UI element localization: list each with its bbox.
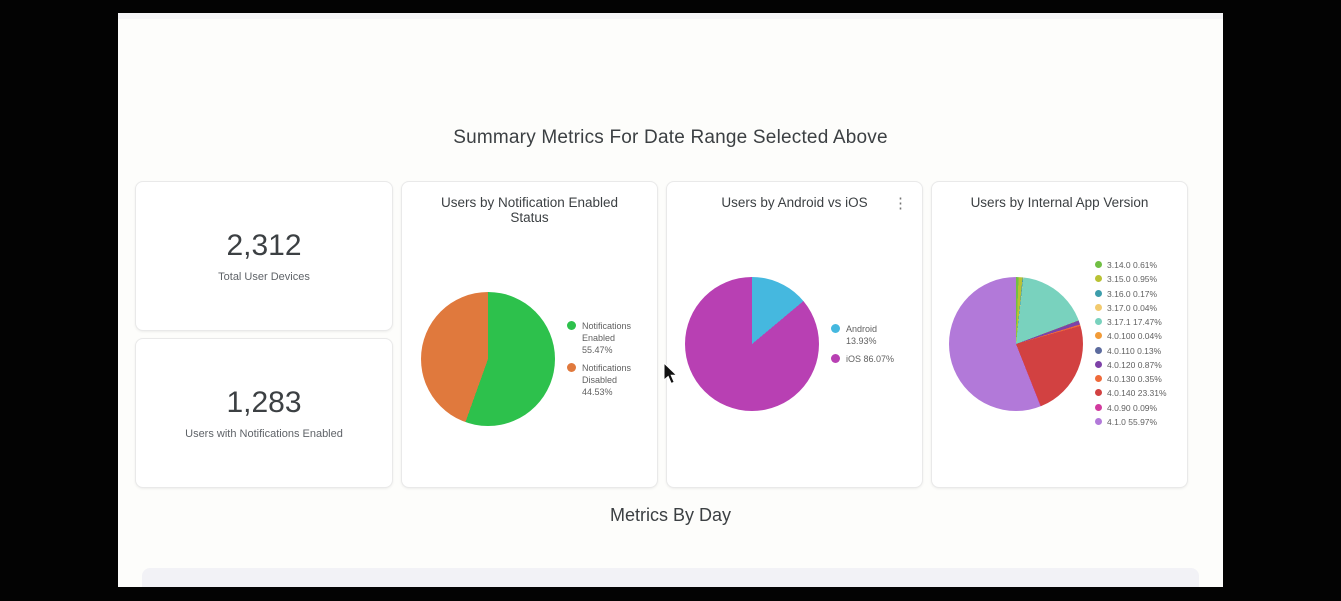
legend-color-dot xyxy=(831,354,840,364)
legend-color-dot xyxy=(1095,318,1102,326)
legend-color-dot xyxy=(1095,303,1102,311)
kpi-value: 1,283 xyxy=(226,386,302,419)
legend-color-dot xyxy=(1095,403,1102,411)
kpi-card-notifications-enabled: 1,283 Users with Notifications Enabled xyxy=(135,338,393,488)
legend-item: 3.16.0 0.17% xyxy=(1095,289,1170,300)
legend: Notifications Enabled 55.47% Notification… xyxy=(567,317,638,402)
legend-item: Notifications Disabled 44.53% xyxy=(567,362,638,398)
chart-card-android-vs-ios: Users by Android vs iOS ⋮ Android 13.93%… xyxy=(666,181,923,488)
legend-color-dot xyxy=(1095,346,1102,354)
chart-body: Android 13.93% iOS 86.07% xyxy=(667,210,922,478)
legend-color-dot xyxy=(1095,332,1102,340)
legend-color-dot xyxy=(567,363,576,372)
legend-color-dot xyxy=(1095,417,1102,425)
legend-label: 3.16.0 0.17% xyxy=(1107,288,1158,299)
legend-color-dot xyxy=(567,320,576,330)
page-title: Summary Metrics For Date Range Selected … xyxy=(453,127,888,148)
legend-label: 3.17.1 17.47% xyxy=(1107,317,1162,328)
pie-chart-notification-status[interactable] xyxy=(421,292,555,426)
kpi-label: Total User Devices xyxy=(218,271,310,283)
legend-color-dot xyxy=(1095,275,1102,283)
legend-item: 3.17.1 17.47% xyxy=(1095,317,1170,328)
chart-title: Users by Internal App Version xyxy=(970,195,1149,210)
kpi-value: 2,312 xyxy=(226,229,302,262)
legend-color-dot xyxy=(831,323,840,333)
dashboard-canvas: Summary Metrics For Date Range Selected … xyxy=(118,13,1223,587)
legend-label: 4.0.90 0.09% xyxy=(1107,402,1158,413)
legend-color-dot xyxy=(1095,375,1102,383)
pie-chart-android-vs-ios[interactable] xyxy=(685,277,819,411)
legend-color-dot xyxy=(1095,289,1102,297)
legend-color-dot xyxy=(1095,389,1102,397)
legend-item: 4.0.130 0.35% xyxy=(1095,374,1170,385)
kpi-card-total-user-devices: 2,312 Total User Devices xyxy=(135,181,393,331)
legend-item: iOS 86.07% xyxy=(831,353,904,365)
top-strip xyxy=(118,13,1223,19)
kpi-column: 2,312 Total User Devices 1,283 Users wit… xyxy=(135,181,393,488)
legend-label: 4.0.120 0.87% xyxy=(1107,359,1162,370)
legend-label: Notifications Enabled 55.47% xyxy=(582,320,632,355)
legend-item: 3.15.0 0.95% xyxy=(1095,274,1170,285)
legend-label: 3.15.0 0.95% xyxy=(1107,274,1158,285)
summary-cards-row: 2,312 Total User Devices 1,283 Users wit… xyxy=(135,181,1188,488)
legend-label: 4.0.140 23.31% xyxy=(1107,388,1167,399)
legend-item: 4.0.140 23.31% xyxy=(1095,388,1170,399)
legend-label: 3.14.0 0.61% xyxy=(1107,260,1158,271)
legend-label: 4.1.0 55.97% xyxy=(1107,416,1158,427)
legend-label: iOS 86.07% xyxy=(846,354,895,365)
section-title-metrics-by-day: Metrics By Day xyxy=(609,505,732,525)
legend-item: 4.0.120 0.87% xyxy=(1095,360,1170,371)
legend-label: Notifications Disabled 44.53% xyxy=(582,363,632,398)
legend-item: 4.1.0 55.97% xyxy=(1095,417,1170,428)
legend-label: Android 13.93% xyxy=(846,323,878,346)
legend-label: 4.0.130 0.35% xyxy=(1107,374,1162,385)
legend-item: 3.17.0 0.04% xyxy=(1095,303,1170,314)
legend-item: 3.14.0 0.61% xyxy=(1095,260,1170,271)
next-section-card-edge xyxy=(142,568,1199,587)
legend-item: 4.0.100 0.04% xyxy=(1095,331,1170,342)
legend-color-dot xyxy=(1095,261,1102,269)
legend: 3.14.0 0.61% 3.15.0 0.95% 3.16.0 0.17% 3.17… xyxy=(1095,259,1170,430)
legend-label: 4.0.100 0.04% xyxy=(1107,331,1162,342)
legend-item: 4.0.90 0.09% xyxy=(1095,403,1170,414)
legend-item: Android 13.93% xyxy=(831,323,904,347)
legend-label: 3.17.0 0.04% xyxy=(1107,302,1158,313)
legend-label: 4.0.110 0.13% xyxy=(1107,345,1162,356)
chart-body: Notifications Enabled 55.47% Notification… xyxy=(402,225,657,493)
chart-title: Users by Android vs iOS xyxy=(721,195,868,210)
chart-card-app-version: Users by Internal App Version 3.14.0 0.6… xyxy=(931,181,1188,488)
kpi-label: Users with Notifications Enabled xyxy=(185,428,343,440)
chart-title: Users by Notification Enabled Status xyxy=(440,195,619,225)
pie-chart-app-version[interactable] xyxy=(949,277,1083,411)
chart-body: 3.14.0 0.61% 3.15.0 0.95% 3.16.0 0.17% 3.17… xyxy=(932,210,1187,478)
legend-color-dot xyxy=(1095,360,1102,368)
legend-item: Notifications Enabled 55.47% xyxy=(567,320,638,356)
kebab-menu-icon[interactable]: ⋮ xyxy=(893,195,908,212)
mouse-cursor xyxy=(663,362,678,385)
chart-card-notification-status: Users by Notification Enabled Status Not… xyxy=(401,181,658,488)
legend-item: 4.0.110 0.13% xyxy=(1095,346,1170,357)
legend: Android 13.93% iOS 86.07% xyxy=(831,320,904,368)
